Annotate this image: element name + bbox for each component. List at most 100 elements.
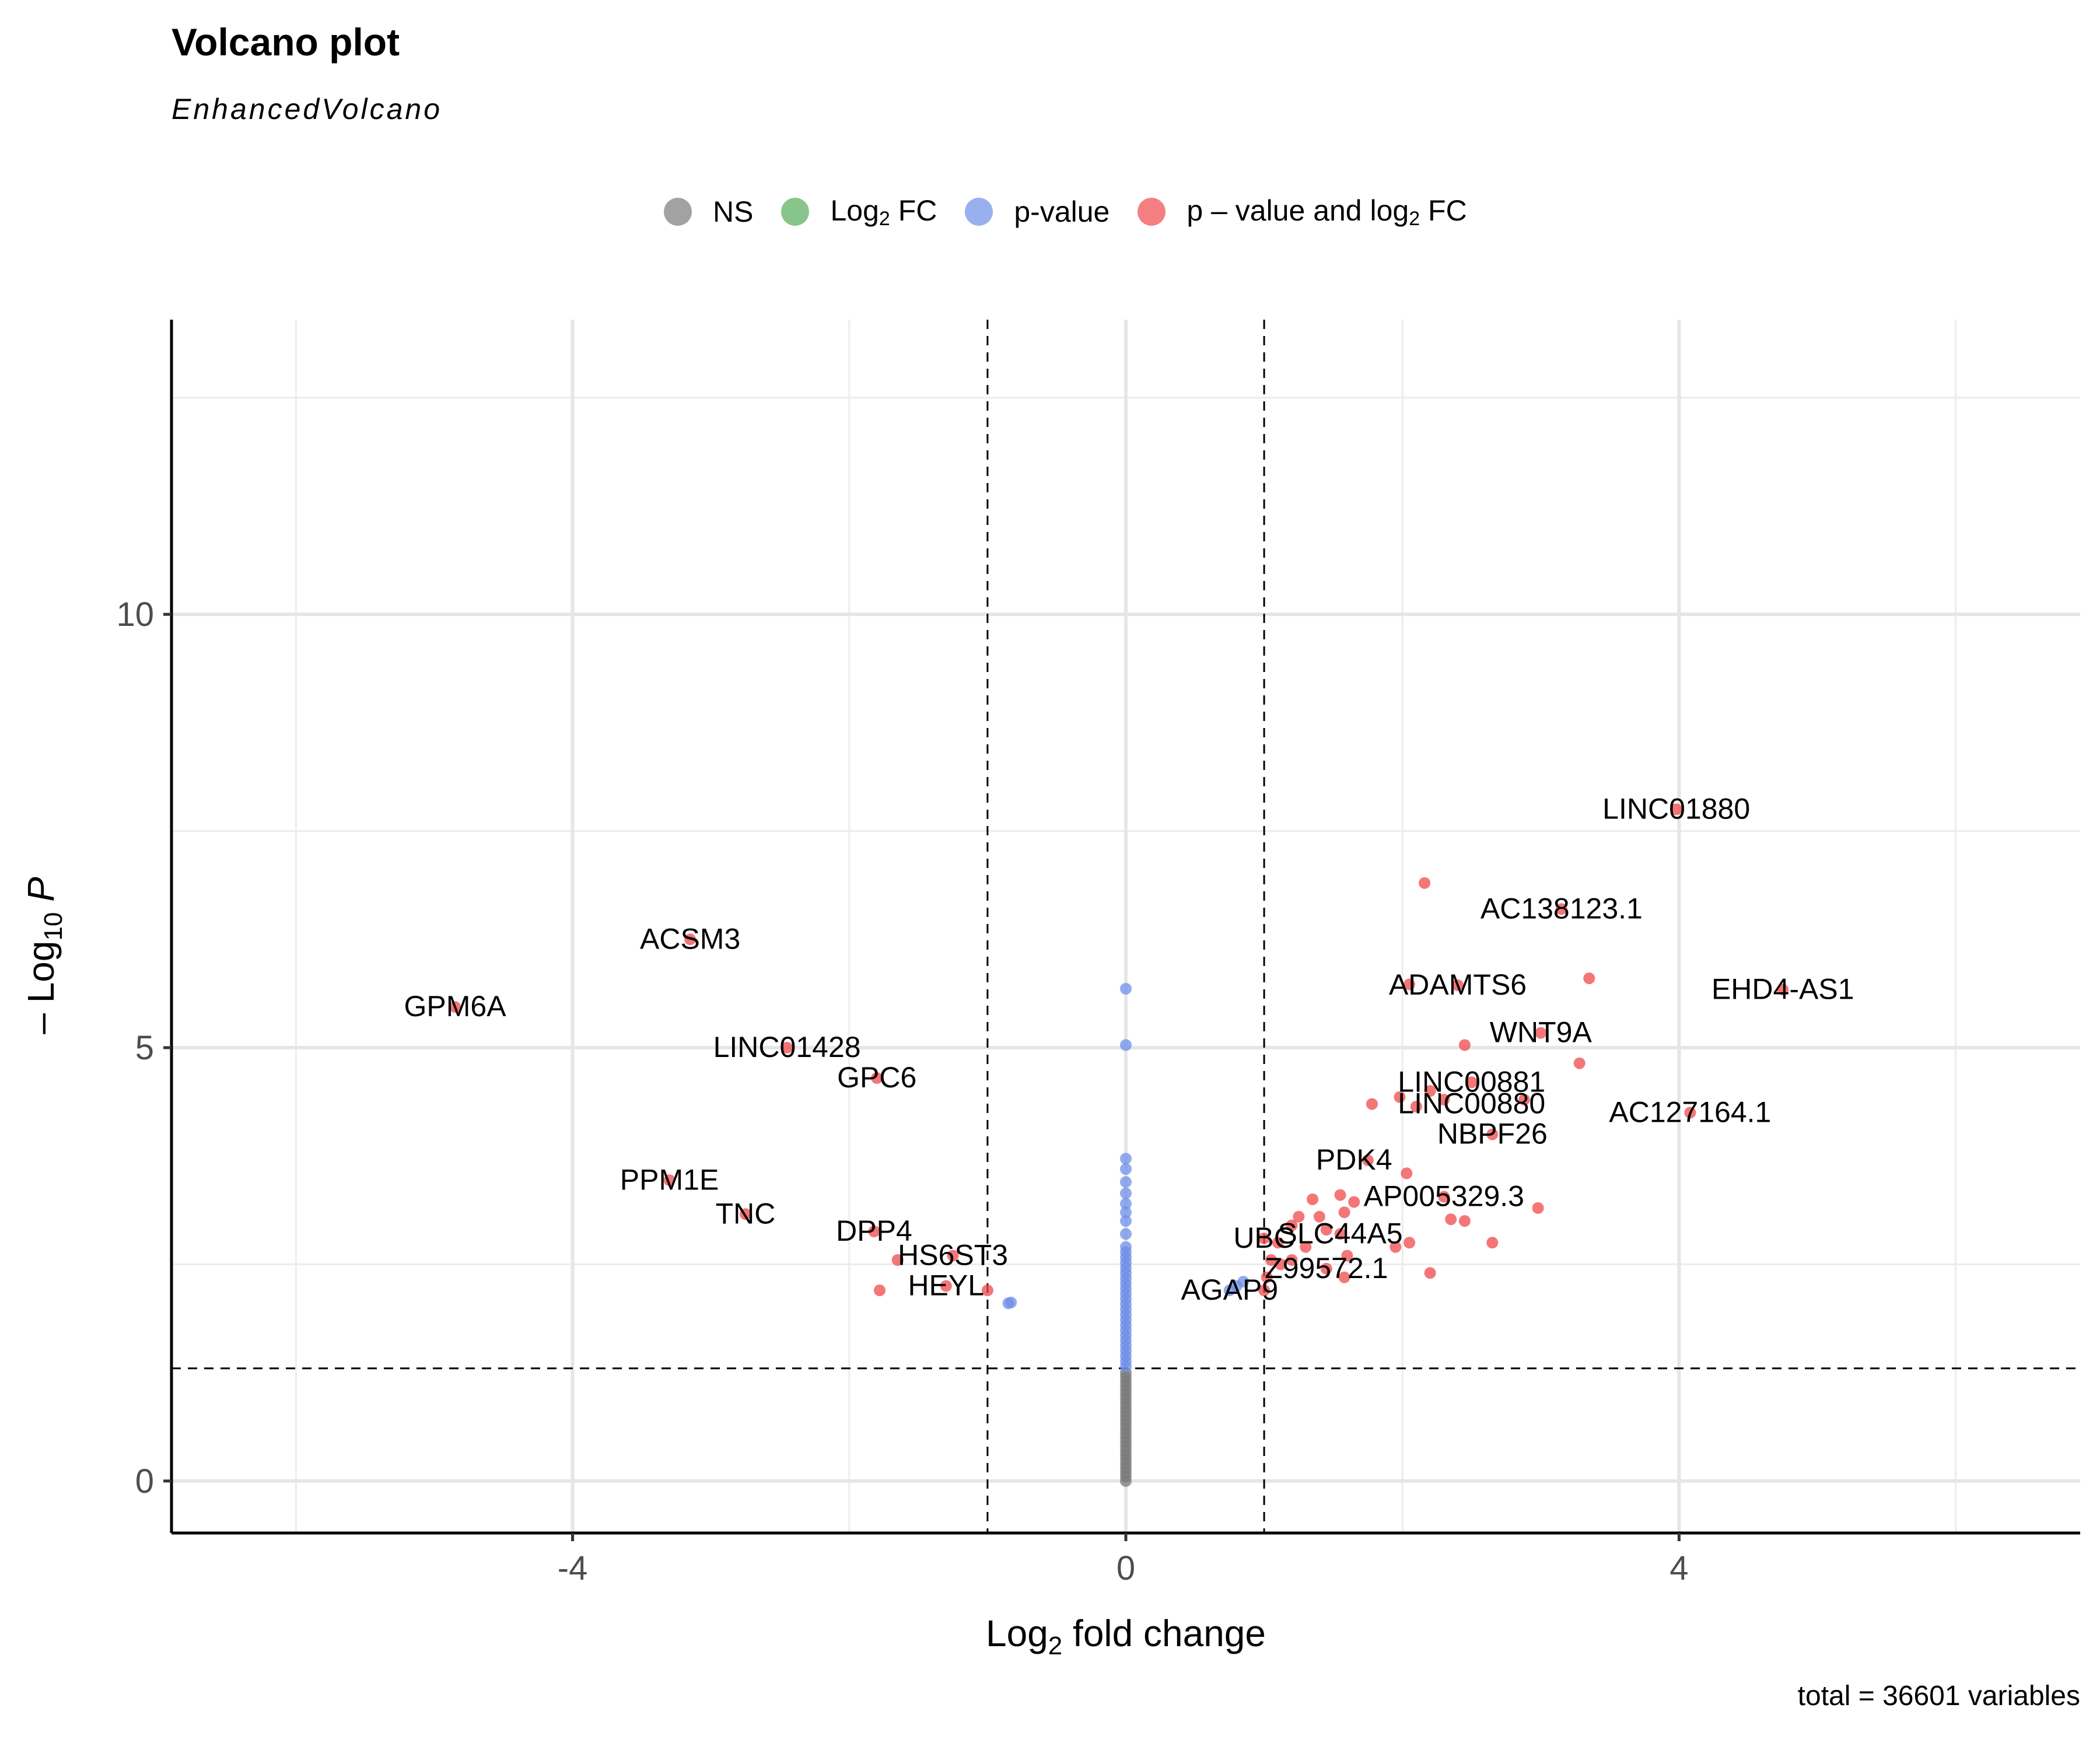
point-label: PPM1E: [620, 1163, 719, 1196]
data-point: [1275, 1258, 1287, 1270]
data-point: [1670, 803, 1682, 816]
point-label: LINC01428: [713, 1031, 861, 1063]
point-label: LINC00880: [1398, 1087, 1545, 1120]
data-point: [1452, 979, 1464, 991]
data-point: [1445, 1213, 1457, 1226]
data-point: [1300, 1241, 1312, 1253]
data-point: [1265, 1254, 1277, 1266]
legend-item-pvalue-and-log2fc: p – value and log2 FC: [1138, 194, 1467, 230]
data-point: [1438, 1191, 1450, 1203]
data-point: [871, 1072, 883, 1084]
data-point: [1334, 1228, 1346, 1240]
data-point: [1390, 1241, 1402, 1253]
point-label: UBC: [1233, 1222, 1295, 1254]
data-point: [1486, 1237, 1499, 1249]
data-point: [1535, 1027, 1547, 1039]
data-point: [1419, 877, 1431, 889]
x-tick-label: 0: [1116, 1549, 1135, 1587]
data-point: [1486, 1128, 1499, 1140]
data-point: [1261, 1271, 1273, 1283]
data-point: [1555, 903, 1567, 915]
legend-label-pvalue-and-log2fc: p – value and log2 FC: [1186, 194, 1467, 230]
point-label: LINC00881: [1398, 1065, 1545, 1098]
point-label: EHD4-AS1: [1712, 972, 1854, 1005]
data-point: [1366, 1098, 1378, 1110]
data-point: [1334, 1189, 1346, 1201]
data-point: [1532, 1202, 1544, 1214]
data-point: [1348, 1196, 1360, 1208]
data-point: [1320, 1224, 1332, 1236]
data-point: [1120, 1215, 1132, 1227]
data-point: [1120, 1241, 1132, 1253]
data-point: [1120, 1187, 1132, 1199]
point-label: AGAP9: [1181, 1273, 1278, 1306]
data-point: [1583, 972, 1595, 985]
data-point: [1120, 1163, 1132, 1175]
point-label: AC138123.1: [1480, 892, 1643, 925]
data-point: [1424, 1267, 1436, 1279]
data-point: [1684, 1107, 1696, 1119]
series-pfc: [449, 803, 1789, 1296]
data-point: [891, 1254, 904, 1266]
y-axis-title: – Log10 P: [20, 877, 68, 1034]
legend-label-ns: NS: [713, 195, 754, 228]
data-point: [1286, 1254, 1298, 1266]
point-label: ACSM3: [640, 922, 740, 955]
data-point: [1005, 1296, 1017, 1308]
data-point: [1286, 1219, 1298, 1231]
legend-item-log2fc: Log2 FC: [781, 194, 937, 230]
point-label: WNT9A: [1490, 1016, 1592, 1049]
data-point: [1777, 984, 1789, 996]
point-label: GPM6A: [404, 990, 507, 1023]
data-point: [1120, 1039, 1132, 1051]
x-tick-label: 4: [1670, 1549, 1688, 1587]
chart-caption: total = 36601 variables: [1797, 1681, 2080, 1712]
point-label: HS6ST3: [898, 1239, 1008, 1272]
point-label: LINC01880: [1602, 792, 1750, 825]
data-point: [1120, 1153, 1132, 1165]
data-point: [1293, 1210, 1305, 1223]
data-point: [1438, 1094, 1450, 1106]
legend: NS Log2 FC p-value p – value and log2 FC: [664, 186, 1495, 238]
data-point: [1120, 1176, 1132, 1188]
x-tick-label: -4: [558, 1549, 588, 1587]
data-point: [1120, 1198, 1132, 1210]
data-points: [449, 803, 1789, 1487]
data-point: [1120, 1206, 1132, 1219]
x-axis-title: Log2 fold change: [986, 1612, 1266, 1660]
chart-title: Volcano plot: [172, 20, 400, 64]
data-point: [1258, 1232, 1270, 1244]
legend-swatch-pvalue-and-log2fc: [1138, 198, 1166, 226]
data-point: [1573, 1057, 1586, 1069]
point-labels: LINC01880 AC138123.1 ACSM3 ADAMTS6 EHD4-AS1 G…: [404, 792, 1854, 1306]
data-point: [1237, 1276, 1250, 1288]
data-point: [1465, 1076, 1478, 1088]
data-point: [449, 1001, 461, 1013]
series-p: [1002, 983, 1250, 1373]
data-point: [1258, 1284, 1270, 1296]
data-point: [663, 1174, 676, 1186]
data-point: [1120, 983, 1132, 995]
data-point: [1518, 1094, 1530, 1106]
y-tick-label: 10: [116, 596, 154, 634]
y-tick-label: 5: [135, 1029, 154, 1067]
data-point: [981, 1284, 993, 1296]
point-label: DPP4: [836, 1214, 912, 1247]
data-point: [1458, 1215, 1471, 1227]
data-point: [1404, 978, 1416, 991]
data-point: [947, 1250, 959, 1262]
point-label: SLC44A5: [1278, 1217, 1402, 1250]
data-point: [868, 1226, 880, 1237]
point-label: NBPF26: [1437, 1118, 1548, 1150]
data-point: [1313, 1210, 1325, 1223]
data-point: [1338, 1271, 1350, 1283]
point-label: AC127164.1: [1609, 1096, 1771, 1128]
data-point: [1401, 1167, 1413, 1180]
point-label: HEYL: [908, 1269, 984, 1302]
legend-item-pvalue: p-value: [965, 195, 1110, 229]
point-label: Z99572.1: [1265, 1252, 1388, 1284]
series-ns: [1120, 1367, 1132, 1487]
data-point: [1458, 1039, 1471, 1051]
y-tick-label: 0: [135, 1462, 154, 1500]
